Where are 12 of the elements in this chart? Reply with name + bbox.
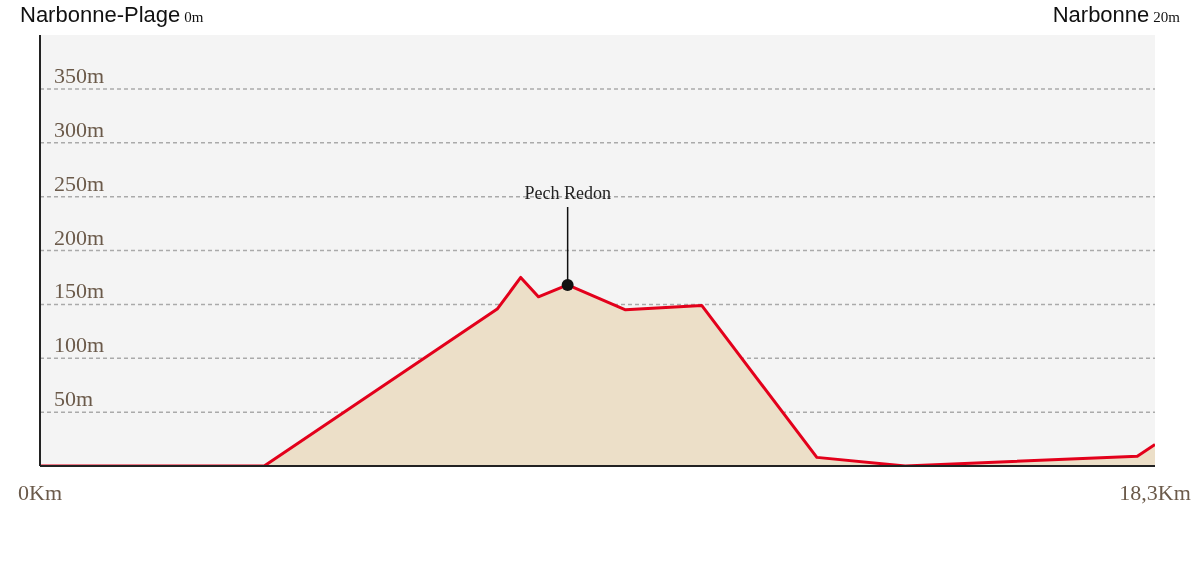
x-tick-label: 18,3Km <box>1119 480 1191 505</box>
y-tick-label: 350m <box>54 62 105 88</box>
text: Narbonne-Plage 0m <box>20 2 204 27</box>
y-tick-label: 50m <box>54 386 94 412</box>
annotation: Pech Redon <box>524 182 611 203</box>
y-tick-label: 200m <box>54 224 105 250</box>
y-tick-label: 150m <box>54 278 105 304</box>
y-tick-label: 250m <box>54 170 105 196</box>
y-tick-label: 100m <box>54 332 105 358</box>
y-tick-label: 300m <box>54 116 105 142</box>
text: Narbonne 20m <box>1052 2 1180 27</box>
x-tick-label: 0Km <box>18 480 62 505</box>
